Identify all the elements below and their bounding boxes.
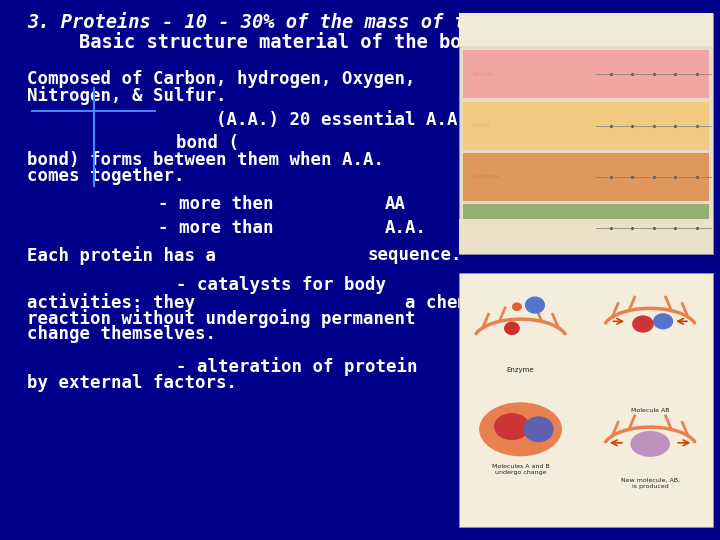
Text: A.A.: A.A. bbox=[385, 219, 427, 237]
Text: Molecules A and B
undergo change: Molecules A and B undergo change bbox=[492, 464, 549, 475]
Bar bbox=[459, 14, 713, 46]
Text: Glycine: Glycine bbox=[472, 226, 496, 231]
Text: by external factors.: by external factors. bbox=[27, 374, 238, 391]
Text: activities: they                    a chemical: activities: they a chemical bbox=[27, 293, 510, 312]
Text: Each protein has a: Each protein has a bbox=[27, 246, 217, 265]
Text: AA: AA bbox=[385, 195, 406, 213]
Text: New molecule, AB,
is produced: New molecule, AB, is produced bbox=[621, 478, 680, 489]
Text: reaction without undergoing permanent: reaction without undergoing permanent bbox=[27, 309, 416, 328]
Text: Valine: Valine bbox=[472, 123, 491, 128]
Text: Norme: Norme bbox=[472, 72, 493, 77]
Text: - alteration of protein: - alteration of protein bbox=[176, 357, 418, 376]
Text: Cysteine: Cysteine bbox=[472, 174, 500, 179]
Ellipse shape bbox=[631, 431, 670, 457]
Text: Nitrogen, & Sulfur.: Nitrogen, & Sulfur. bbox=[27, 86, 227, 105]
Ellipse shape bbox=[653, 313, 673, 329]
Ellipse shape bbox=[632, 315, 654, 333]
Text: - more than: - more than bbox=[158, 219, 274, 237]
Text: (A.A.) 20 essential A.A.: (A.A.) 20 essential A.A. bbox=[216, 111, 468, 129]
Bar bbox=[463, 204, 709, 252]
Text: Enzyme: Enzyme bbox=[507, 367, 534, 373]
Bar bbox=[463, 153, 709, 201]
Ellipse shape bbox=[480, 402, 562, 456]
Bar bbox=[463, 50, 709, 98]
Ellipse shape bbox=[512, 302, 522, 311]
Text: - more then: - more then bbox=[158, 195, 274, 213]
Text: bond (: bond ( bbox=[176, 134, 239, 152]
Text: Molecule AB: Molecule AB bbox=[631, 408, 670, 413]
Text: - catalysts for body: - catalysts for body bbox=[176, 276, 387, 294]
Bar bbox=[459, 273, 713, 526]
Text: Amino acid: Amino acid bbox=[488, 18, 527, 24]
Text: sequence.: sequence. bbox=[367, 246, 462, 264]
Bar bbox=[459, 219, 713, 254]
Text: change themselves.: change themselves. bbox=[27, 325, 217, 343]
Ellipse shape bbox=[525, 296, 545, 314]
Bar bbox=[463, 102, 709, 150]
Text: Composed of Carbon, hydrogen, Oxygen,: Composed of Carbon, hydrogen, Oxygen, bbox=[27, 70, 416, 88]
Text: Basic structure material of the body.: Basic structure material of the body. bbox=[79, 32, 495, 52]
Text: comes together.: comes together. bbox=[27, 167, 185, 185]
Text: Structural formula: Structural formula bbox=[603, 18, 667, 24]
Ellipse shape bbox=[523, 416, 554, 442]
Text: b): b) bbox=[583, 221, 589, 226]
Text: bond) forms between them when A.A.: bond) forms between them when A.A. bbox=[27, 151, 384, 169]
Ellipse shape bbox=[494, 413, 530, 440]
Text: 3. Proteins - 10 - 30% of the mass of the cell: 3. Proteins - 10 - 30% of the mass of th… bbox=[27, 14, 545, 32]
Ellipse shape bbox=[504, 321, 520, 335]
Bar bbox=[459, 14, 713, 254]
